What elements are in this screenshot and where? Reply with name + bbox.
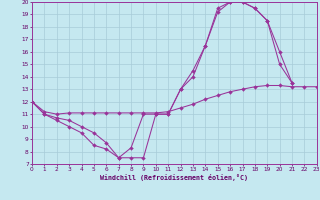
X-axis label: Windchill (Refroidissement éolien,°C): Windchill (Refroidissement éolien,°C)	[100, 174, 248, 181]
